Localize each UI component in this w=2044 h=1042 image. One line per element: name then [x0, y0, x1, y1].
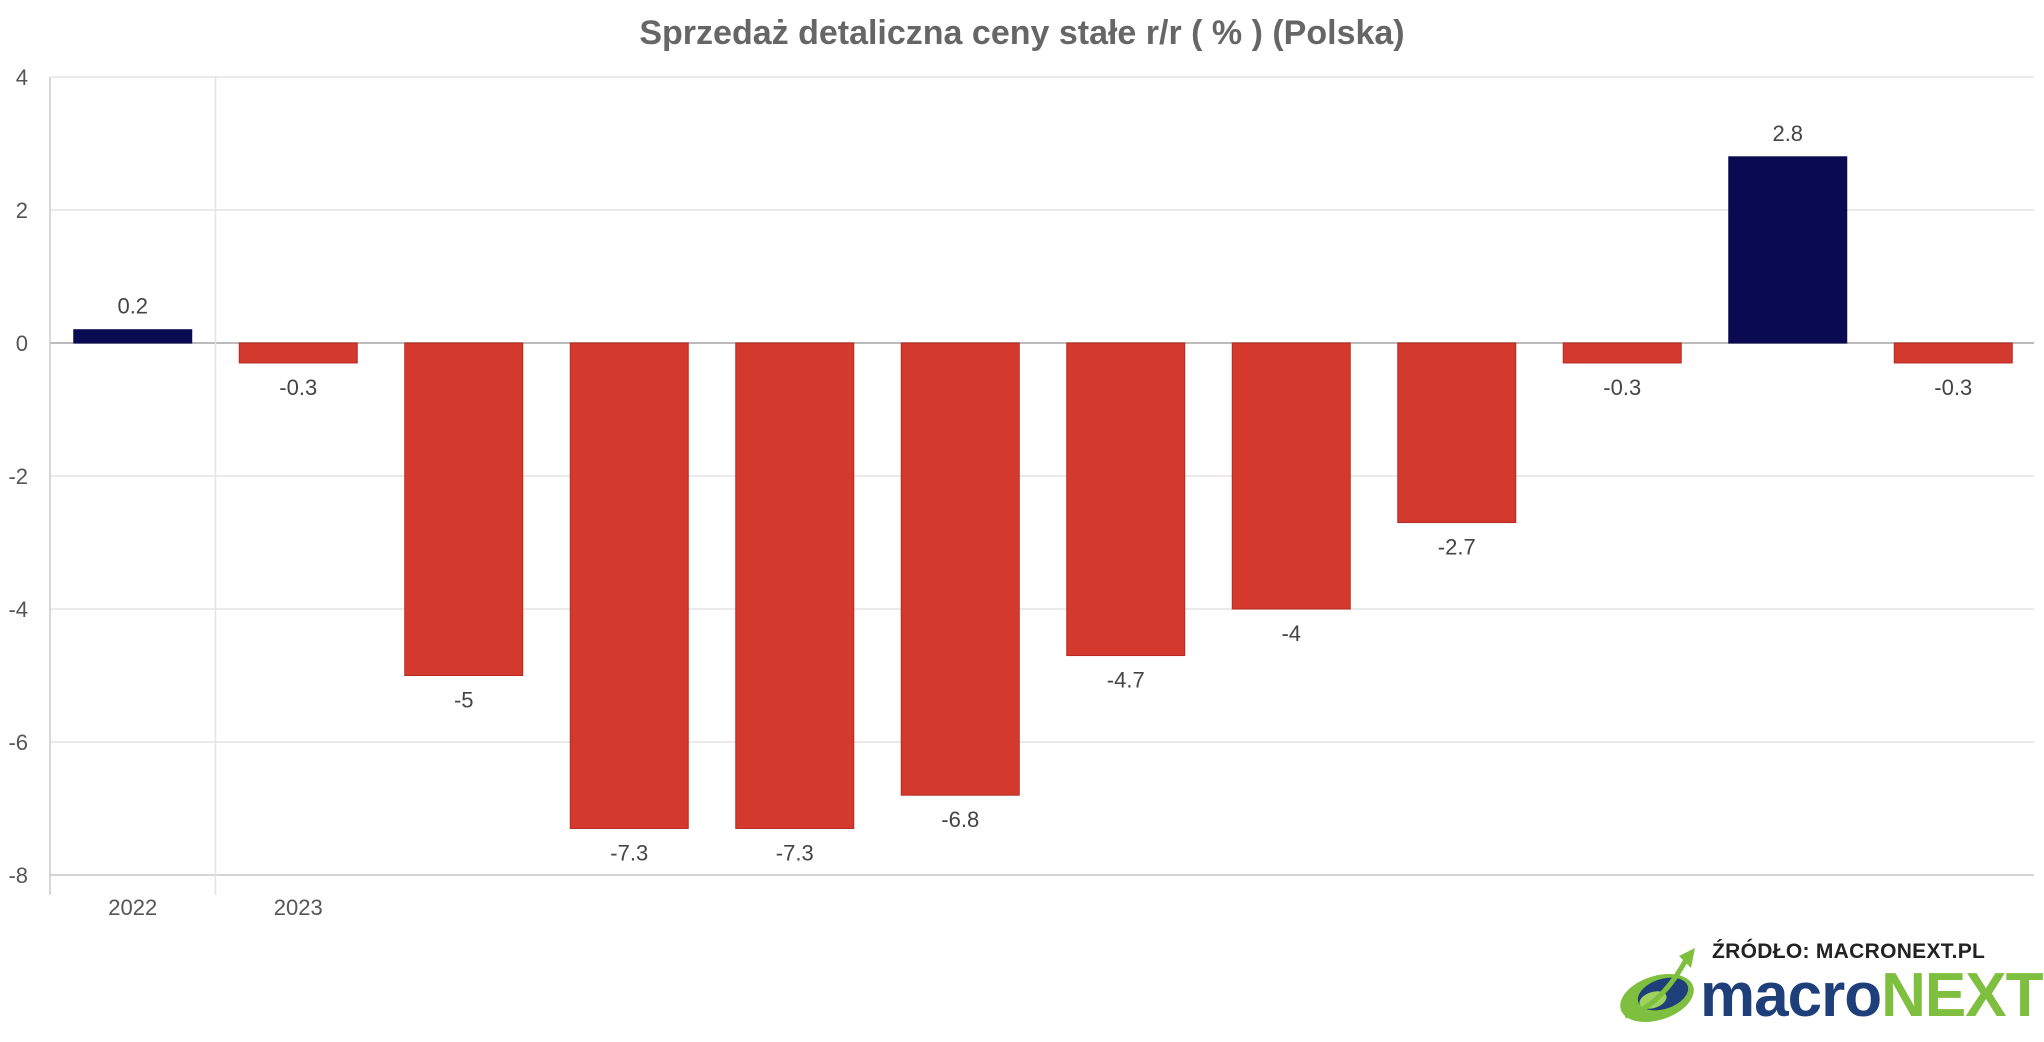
bar — [1397, 342, 1517, 524]
data-label: -2.7 — [1438, 535, 1476, 560]
data-label: 0.2 — [117, 294, 148, 319]
data-label: -0.3 — [1934, 375, 1972, 400]
bar — [238, 342, 358, 364]
bar — [1562, 342, 1682, 364]
chart-title: Sprzedaż detaliczna ceny stałe r/r ( % )… — [639, 14, 1405, 52]
bar — [1893, 342, 2013, 364]
data-labels: 0.2 -0.3 -5 -7.3 -7.3 -6.8 -4.7 -4 -2.7 -0.3 2.8 -0… — [117, 121, 1972, 866]
bar — [73, 329, 193, 344]
data-label: -0.3 — [1603, 375, 1641, 400]
globe-arrow-icon — [1620, 948, 1695, 1022]
y-tick-label: 2 — [16, 198, 28, 223]
brand-wordmark: macroNEXT — [1700, 960, 2043, 1031]
y-tick-label: 4 — [16, 65, 28, 90]
data-label: -7.3 — [776, 840, 814, 865]
data-label: -4 — [1281, 621, 1301, 646]
bar — [569, 342, 689, 829]
data-label: -6.8 — [941, 807, 979, 832]
y-tick-label: -4 — [8, 597, 28, 622]
brand-part-next: NEXT — [1881, 961, 2043, 1030]
data-label: 2.8 — [1772, 121, 1803, 146]
bars — [73, 156, 2013, 829]
brand-part-macro: macro — [1700, 961, 1882, 1030]
bar — [900, 342, 1020, 796]
y-tick-label: -2 — [8, 464, 28, 489]
data-label: -5 — [454, 688, 474, 713]
data-label: -0.3 — [279, 375, 317, 400]
data-label: -7.3 — [610, 840, 648, 865]
bar — [1066, 342, 1186, 657]
tick-labels: 4 2 0 -2 -4 -6 -8 2022 2023 — [8, 65, 322, 920]
bar — [404, 342, 524, 676]
bar — [1231, 342, 1351, 610]
y-tick-label: 0 — [16, 331, 28, 356]
bar — [1728, 156, 1848, 344]
x-tick-label: 2022 — [108, 895, 157, 920]
data-label: -4.7 — [1107, 668, 1145, 693]
y-tick-label: -6 — [8, 730, 28, 755]
source-label: ŹRÓDŁO: MACRONEXT.PL — [1712, 940, 1986, 963]
axes — [49, 77, 2034, 895]
bar — [735, 342, 855, 829]
macronext-logo — [1605, 938, 2025, 1038]
y-tick-label: -8 — [8, 863, 28, 888]
x-tick-label: 2023 — [274, 895, 323, 920]
